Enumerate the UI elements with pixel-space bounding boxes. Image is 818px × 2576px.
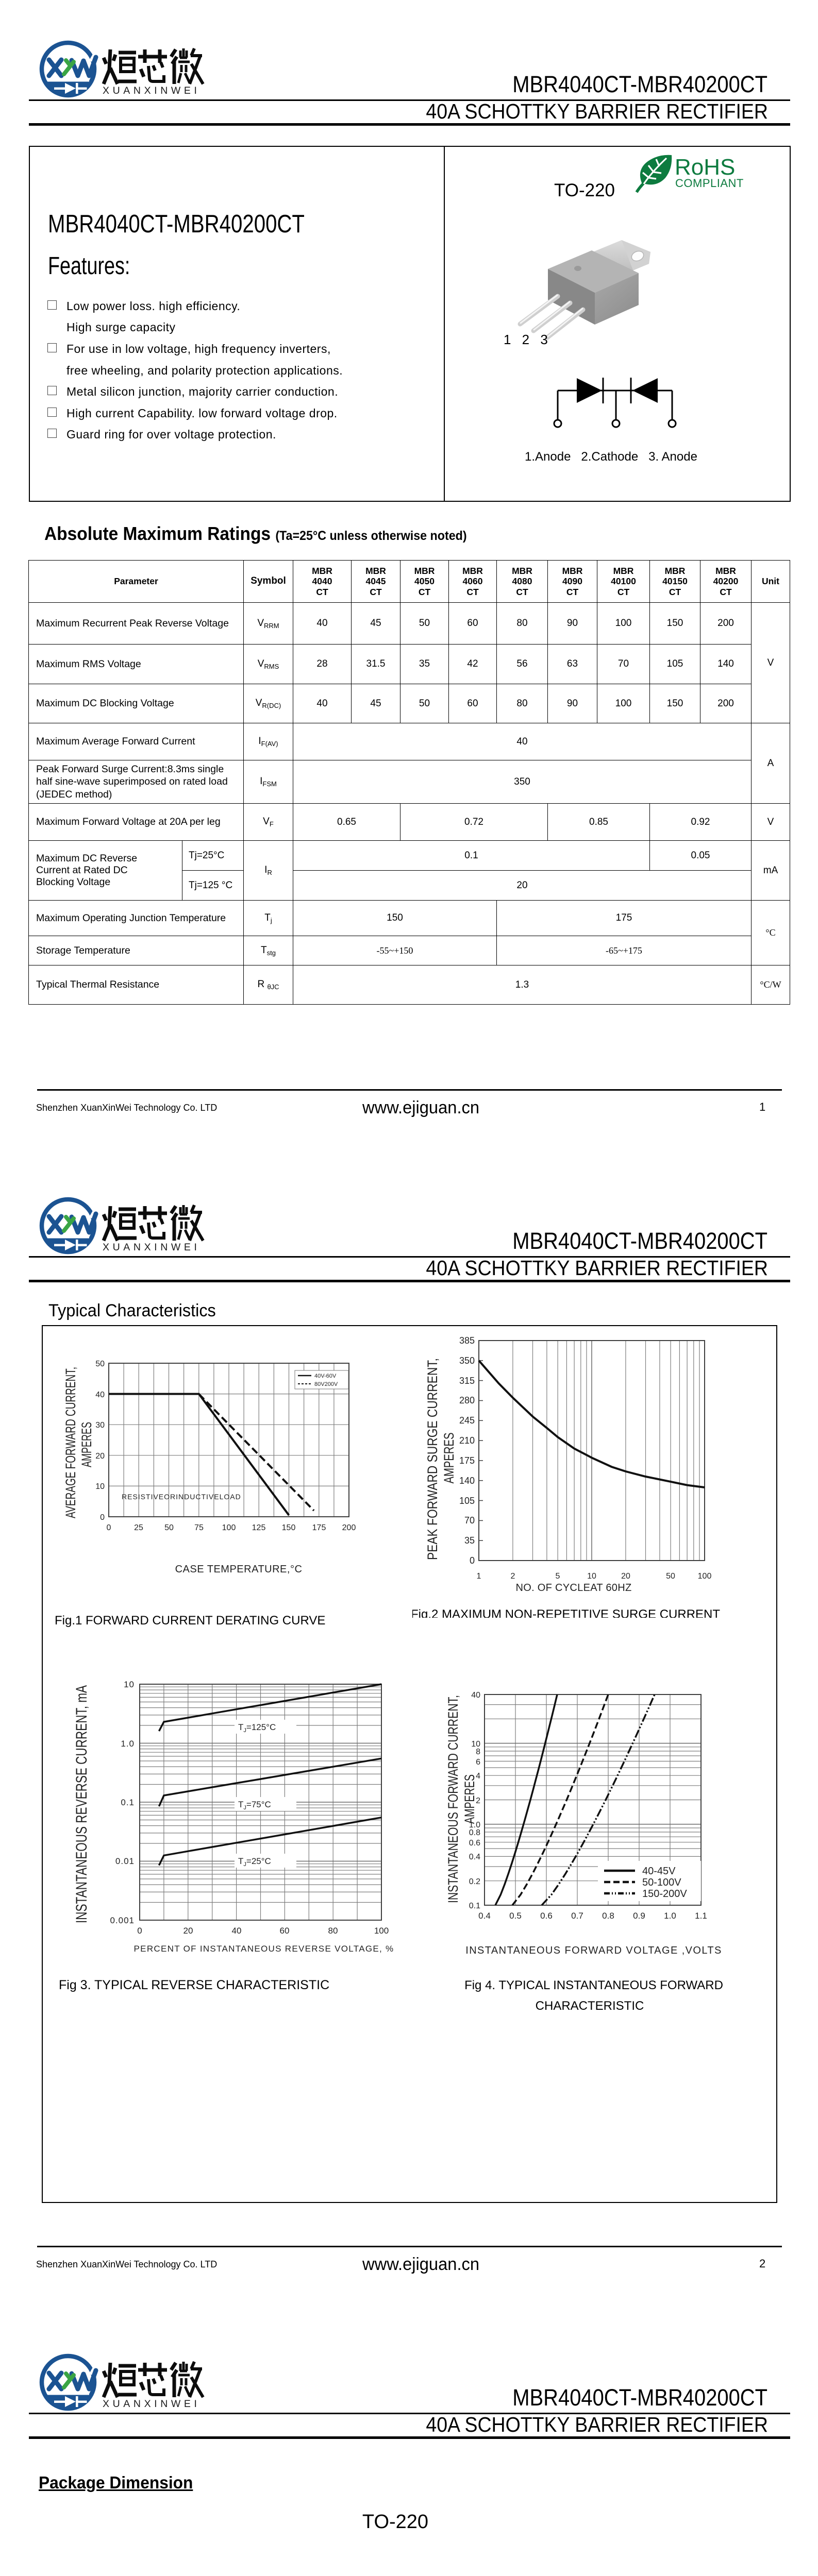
svg-text:35: 35 — [464, 1535, 475, 1546]
svg-text:0.001: 0.001 — [110, 1916, 135, 1925]
svg-text:0.1: 0.1 — [469, 1902, 480, 1910]
svg-text:0.01: 0.01 — [115, 1856, 135, 1866]
svg-text:INSTANTANEOUS FORWARD VOLTAG: INSTANTANEOUS FORWARD VOLTAGE ,VOLTS — [465, 1945, 722, 1956]
svg-text:200: 200 — [342, 1523, 356, 1532]
svg-text:125: 125 — [252, 1523, 266, 1532]
svg-text:COMPLIANT: COMPLIANT — [675, 177, 744, 190]
svg-text:1: 1 — [477, 1572, 481, 1581]
svg-text:2: 2 — [476, 1797, 480, 1805]
svg-text:280: 280 — [459, 1395, 475, 1405]
svg-text:TJ=75°C: TJ=75°C — [238, 1800, 271, 1811]
svg-text:AMPERES: AMPERES — [462, 1774, 477, 1824]
svg-text:30: 30 — [95, 1421, 105, 1430]
svg-text:8: 8 — [476, 1748, 480, 1756]
svg-text:0: 0 — [137, 1926, 142, 1936]
svg-text:CASE TEMPERATURE,°C: CASE TEMPERATURE,°C — [175, 1564, 303, 1575]
svg-text:6: 6 — [476, 1758, 480, 1767]
svg-text:175: 175 — [312, 1523, 326, 1532]
svg-text:INSTANTANEOUS FORWARD CURRENT,: INSTANTANEOUS FORWARD CURRENT, — [445, 1695, 461, 1903]
svg-text:1 2 3: 1 2 3 — [504, 332, 552, 347]
svg-text:105: 105 — [459, 1496, 475, 1506]
svg-text:50-100V: 50-100V — [642, 1877, 681, 1888]
svg-text:RESISTIVEORINDUCTIVELOAD: RESISTIVEORINDUCTIVELOAD — [122, 1493, 241, 1501]
svg-text:350: 350 — [459, 1355, 475, 1366]
svg-text:10: 10 — [124, 1680, 135, 1689]
svg-text:1.1: 1.1 — [695, 1911, 707, 1921]
svg-text:AVERAGE FORWARD CURRENT,: AVERAGE FORWARD CURRENT, — [63, 1367, 78, 1518]
svg-text:140: 140 — [459, 1476, 475, 1486]
svg-text:80: 80 — [328, 1926, 338, 1936]
svg-text:10: 10 — [587, 1572, 596, 1581]
svg-text:175: 175 — [459, 1455, 475, 1466]
svg-text:40V-60V: 40V-60V — [314, 1373, 337, 1379]
svg-text:150: 150 — [282, 1523, 296, 1532]
svg-text:AMPERES: AMPERES — [441, 1433, 457, 1484]
svg-text:50: 50 — [164, 1523, 174, 1532]
svg-text:0: 0 — [107, 1523, 111, 1532]
svg-text:40: 40 — [471, 1691, 480, 1700]
svg-text:CHARACTERISTIC: CHARACTERISTIC — [536, 1999, 644, 2013]
svg-text:100: 100 — [222, 1523, 236, 1532]
svg-text:0.4: 0.4 — [469, 1853, 480, 1861]
svg-text:0.2: 0.2 — [469, 1877, 480, 1886]
svg-text:315: 315 — [459, 1376, 475, 1386]
svg-text:100: 100 — [698, 1572, 712, 1581]
svg-text:0.9: 0.9 — [633, 1911, 645, 1921]
svg-text:70: 70 — [464, 1515, 475, 1526]
svg-text:25: 25 — [134, 1523, 143, 1532]
svg-text:0.6: 0.6 — [469, 1839, 480, 1848]
svg-text:0.8: 0.8 — [602, 1911, 614, 1921]
svg-text:0.7: 0.7 — [571, 1911, 583, 1921]
svg-text:210: 210 — [459, 1435, 475, 1446]
svg-text:0.5: 0.5 — [509, 1911, 522, 1921]
svg-text:40: 40 — [95, 1391, 105, 1399]
svg-text:60: 60 — [280, 1926, 290, 1936]
svg-text:0.8: 0.8 — [469, 1828, 480, 1837]
svg-text:0: 0 — [470, 1555, 475, 1566]
svg-text:Fig 3. TYPICAL REVERSE CHARACT: Fig 3. TYPICAL REVERSE CHARACTERISTIC — [59, 1978, 329, 1992]
svg-text:20: 20 — [95, 1452, 105, 1461]
svg-text:40-45V: 40-45V — [642, 1866, 676, 1877]
svg-text:NO. OF CYCLEAT 60HZ: NO. OF CYCLEAT 60HZ — [515, 1582, 631, 1594]
svg-text:20: 20 — [183, 1926, 193, 1936]
svg-text:50: 50 — [666, 1572, 675, 1581]
svg-text:TJ=125°C: TJ=125°C — [238, 1722, 276, 1734]
svg-text:1.Anode 2.Cathode 3. Anode: 1.Anode 2.Cathode 3. Anode — [525, 450, 697, 464]
svg-text:150-200V: 150-200V — [642, 1888, 687, 1900]
svg-text:0: 0 — [100, 1513, 105, 1522]
svg-text:Fig.2 MAXIMUM NON-REPETITIVE S: Fig.2 MAXIMUM NON-REPETITIVE SURGE CURRE… — [412, 1607, 720, 1618]
svg-text:PERCENT OF INSTANTANEOUS REVER: PERCENT OF INSTANTANEOUS REVERSE VOLTAGE… — [134, 1944, 394, 1954]
svg-text:385: 385 — [459, 1335, 475, 1346]
svg-text:4: 4 — [476, 1772, 480, 1781]
svg-text:100: 100 — [374, 1926, 389, 1936]
svg-text:1.0: 1.0 — [469, 1821, 480, 1829]
svg-text:10: 10 — [471, 1740, 480, 1749]
svg-text:TJ=25°C: TJ=25°C — [238, 1856, 271, 1868]
svg-text:5: 5 — [556, 1572, 560, 1581]
svg-text:1.0: 1.0 — [121, 1739, 135, 1749]
svg-text:0.6: 0.6 — [540, 1911, 553, 1921]
svg-text:Fig.1 FORWARD CURRENT DERATING: Fig.1 FORWARD CURRENT DERATING CURVE — [55, 1614, 325, 1628]
svg-text:40: 40 — [232, 1926, 242, 1936]
svg-text:0.1: 0.1 — [121, 1798, 135, 1807]
svg-text:INSTANTANEOUS REVERSE CURREN: INSTANTANEOUS REVERSE CURRENT, mA — [73, 1685, 90, 1923]
svg-text:Fig 4. TYPICAL INSTANTANEOUS F: Fig 4. TYPICAL INSTANTANEOUS FORWARD — [464, 1978, 723, 1992]
svg-text:80V200V: 80V200V — [314, 1381, 338, 1387]
svg-text:RoHS: RoHS — [675, 155, 735, 180]
svg-text:1.0: 1.0 — [664, 1911, 676, 1921]
svg-text:2: 2 — [511, 1572, 515, 1581]
svg-text:AMPERES: AMPERES — [79, 1422, 94, 1467]
svg-text:245: 245 — [459, 1415, 475, 1426]
svg-text:10: 10 — [95, 1482, 105, 1491]
svg-text:75: 75 — [194, 1523, 204, 1532]
svg-text:PEAK FORWARD SURGE CURRENT,: PEAK FORWARD SURGE CURRENT, — [425, 1358, 440, 1560]
svg-text:50: 50 — [95, 1360, 105, 1368]
svg-text:0.4: 0.4 — [478, 1911, 491, 1921]
svg-text:20: 20 — [621, 1572, 630, 1581]
